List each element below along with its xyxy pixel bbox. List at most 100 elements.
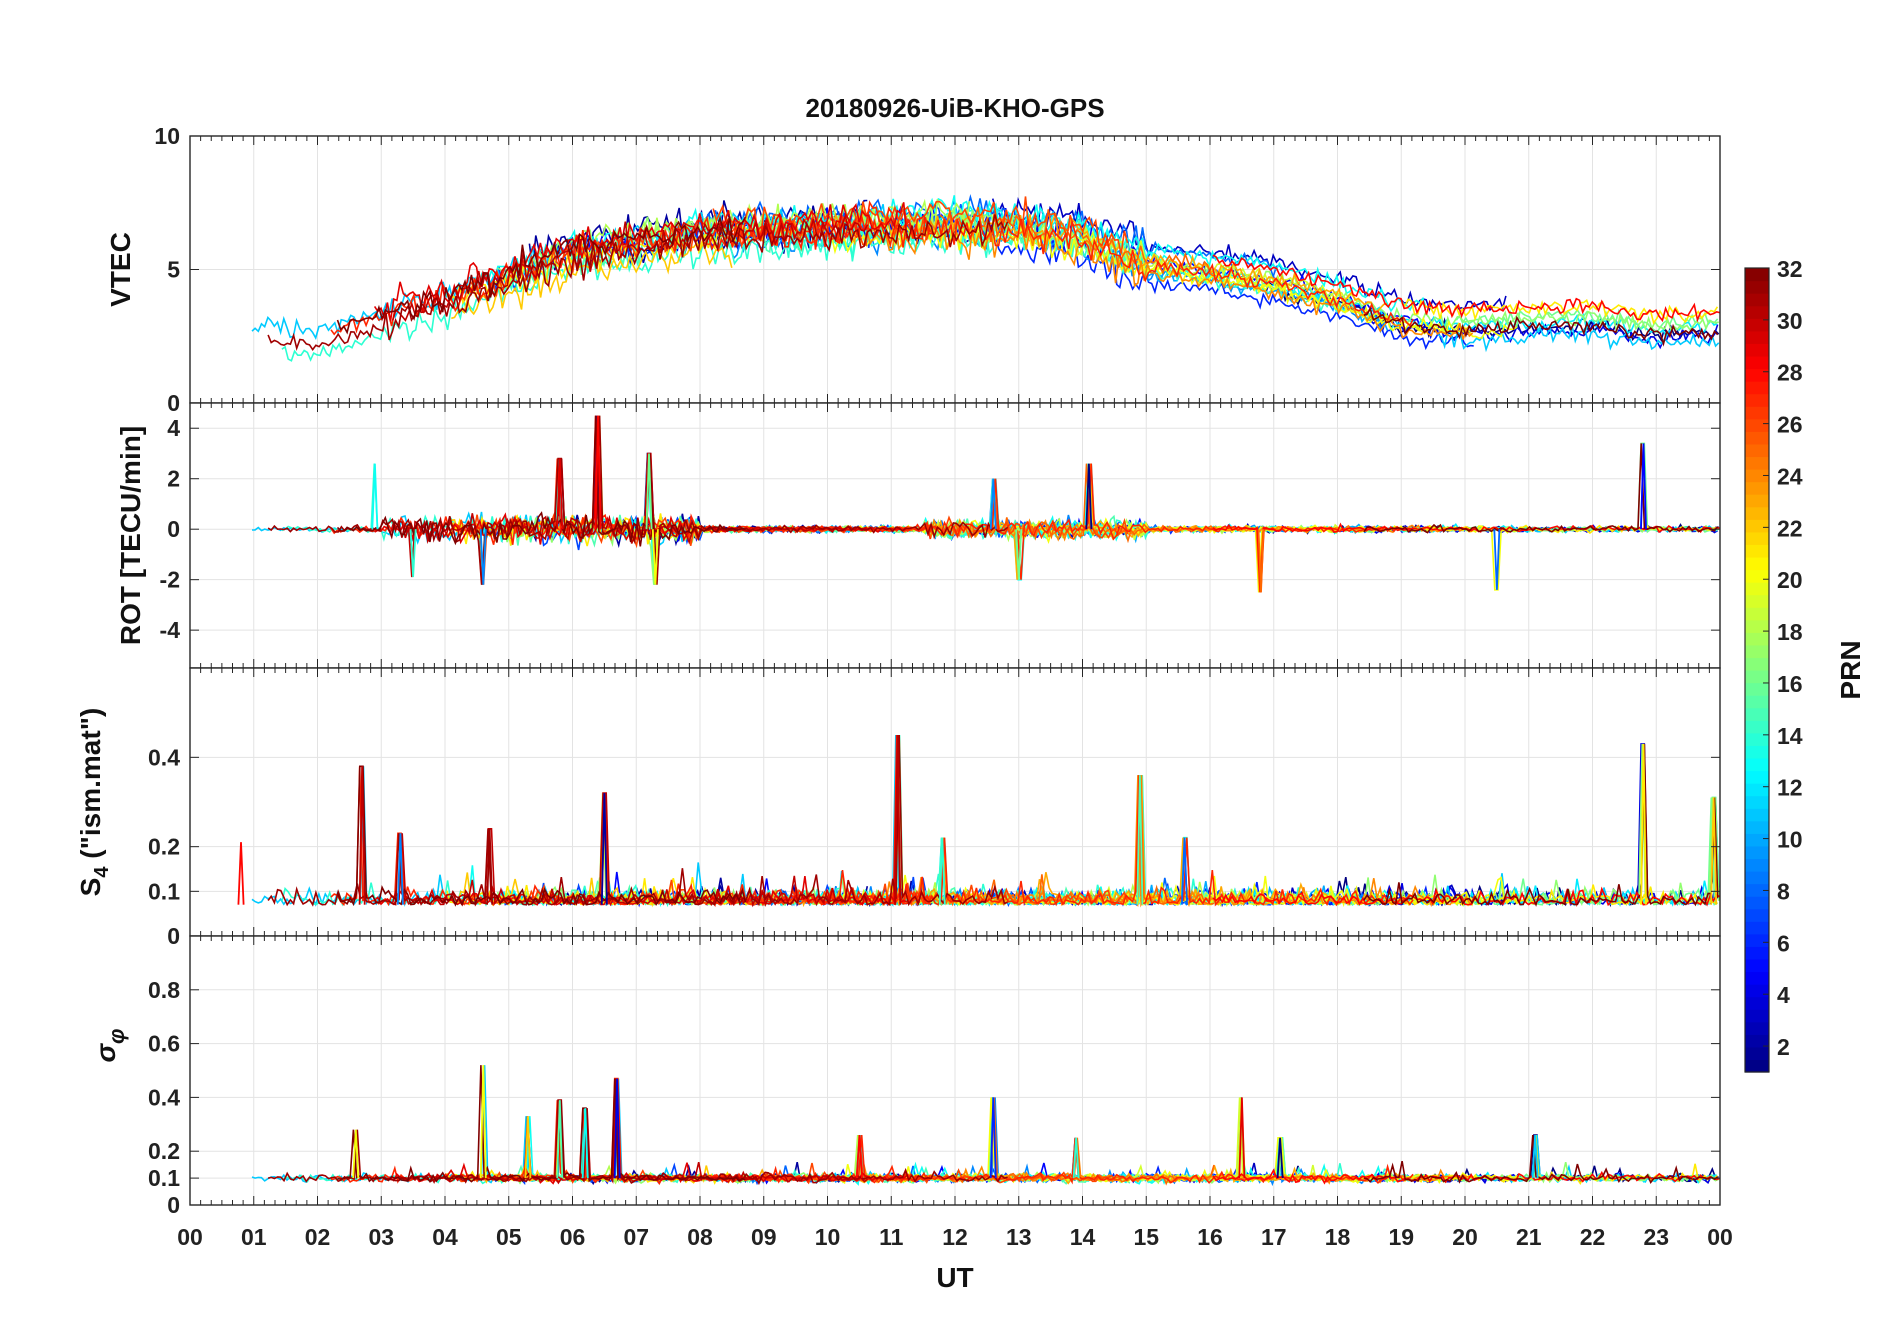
colorbar-swatch (1745, 381, 1769, 395)
x-tick-label: 11 (879, 1224, 904, 1250)
peak-spike (1181, 837, 1188, 905)
series-line-prn-16 (1455, 308, 1719, 334)
colorbar-swatch (1745, 556, 1769, 571)
colorbar-swatch (1745, 670, 1769, 684)
y-tick-label: 10 (154, 123, 180, 149)
colorbar-swatch (1745, 293, 1769, 307)
series-line-prn-19 (1076, 226, 1359, 303)
peak-spike (524, 1116, 532, 1179)
x-tick-label: 08 (687, 1224, 713, 1250)
series-line-prn-31 (267, 734, 1008, 907)
colorbar-swatch (1745, 519, 1769, 533)
colorbar-tick-label: 26 (1777, 412, 1803, 438)
colorbar-swatch (1745, 506, 1769, 520)
peak-spike (600, 793, 608, 905)
colorbar-tick-label: 20 (1777, 567, 1803, 593)
colorbar-swatch (1745, 682, 1769, 696)
series-line-prn-32 (336, 415, 746, 547)
y-tick-label: 0.4 (148, 744, 180, 770)
colorbar-swatch (1745, 883, 1769, 897)
y-tick-label: 5 (167, 257, 180, 283)
series-line-prn-32 (1363, 1135, 1719, 1184)
series-line-prn-32 (1363, 743, 1719, 907)
colorbar-swatch (1745, 443, 1769, 458)
series-line-prn-32 (1363, 306, 1719, 347)
colorbar-tick-label: 22 (1777, 515, 1803, 541)
colorbar-tick-label: 10 (1777, 827, 1803, 853)
series-line-prn-28 (1212, 254, 1720, 323)
x-tick-label: 17 (1261, 1224, 1287, 1250)
colorbar-swatch (1745, 946, 1769, 960)
colorbar-swatch (1745, 318, 1769, 332)
series-line-prn-30 (391, 213, 869, 322)
series-group (251, 415, 1720, 593)
series-group (251, 1065, 1720, 1187)
series-group (251, 193, 1720, 362)
colorbar-swatch (1745, 355, 1769, 370)
colorbar-swatch (1745, 1046, 1769, 1061)
peak-spike (358, 766, 366, 905)
colorbar-tick-label: 32 (1777, 256, 1803, 282)
colorbar-swatch (1745, 896, 1769, 910)
series-group (237, 734, 1720, 908)
colorbar-swatch (1745, 569, 1769, 583)
x-tick-label: 02 (305, 1224, 331, 1250)
series-line-prn-32 (336, 765, 747, 907)
series-line-prn-17 (1204, 264, 1719, 333)
colorbar-swatch (1745, 720, 1769, 734)
y-axis-label: S4 ("ism.mat") (75, 708, 113, 897)
peak-spike (594, 415, 602, 530)
y-axis-label: ROT [TECU/min] (115, 426, 146, 645)
peak-spike (1136, 775, 1144, 905)
x-tick-label: 23 (1643, 1224, 1669, 1250)
colorbar-swatch (1745, 858, 1769, 872)
peak-spike (581, 1108, 589, 1179)
colorbar-swatch (1745, 644, 1769, 659)
x-tick-label: 10 (815, 1224, 841, 1250)
colorbar-label: PRN (1835, 640, 1866, 699)
x-tick-label: 16 (1197, 1224, 1223, 1250)
x-tick-label: 15 (1133, 1224, 1159, 1250)
colorbar-tick-label: 4 (1777, 982, 1790, 1008)
series-line-prn-32 (336, 215, 747, 335)
colorbar-tick-label: 8 (1777, 878, 1790, 904)
colorbar-swatch (1745, 908, 1769, 922)
y-axis-label: VTEC (105, 232, 136, 307)
colorbar-swatch (1745, 469, 1769, 483)
colorbar-swatch (1745, 343, 1769, 357)
colorbar-swatch (1745, 1009, 1769, 1023)
colorbar-tick-label: 14 (1777, 723, 1803, 749)
colorbar-swatch (1745, 406, 1769, 420)
peak-spike (371, 463, 379, 530)
colorbar-swatch (1745, 619, 1769, 633)
colorbar-swatch (1745, 1021, 1769, 1035)
y-tick-label: 0.2 (148, 1138, 180, 1164)
x-tick-label: 09 (751, 1224, 777, 1250)
y-tick-label: 0 (167, 390, 180, 416)
peak-spike (556, 458, 564, 530)
y-tick-label: 0.2 (148, 834, 180, 860)
y-tick-label: 2 (167, 466, 180, 492)
colorbar-swatch (1745, 833, 1769, 847)
peak-spike (938, 837, 946, 905)
colorbar-swatch (1745, 707, 1769, 721)
colorbar-swatch (1745, 820, 1769, 834)
x-tick-label: 22 (1580, 1224, 1606, 1250)
series-line-prn-32 (1363, 443, 1719, 534)
peak-spike (352, 1129, 360, 1179)
colorbar-tick-label: 12 (1777, 775, 1803, 801)
colorbar-tick-label: 30 (1777, 308, 1803, 334)
colorbar-swatch (1745, 808, 1769, 822)
colorbar-swatch (1745, 1059, 1769, 1073)
y-tick-label: 0.6 (148, 1031, 180, 1057)
peak-spike (1085, 463, 1093, 530)
x-tick-label: 12 (942, 1224, 968, 1250)
y-tick-label: 0 (167, 516, 180, 542)
x-tick-label: 18 (1325, 1224, 1351, 1250)
colorbar-swatch (1745, 770, 1769, 784)
colorbar-swatch (1745, 996, 1769, 1010)
colorbar-tick-label: 18 (1777, 619, 1803, 645)
peak-spike (1531, 1135, 1539, 1179)
